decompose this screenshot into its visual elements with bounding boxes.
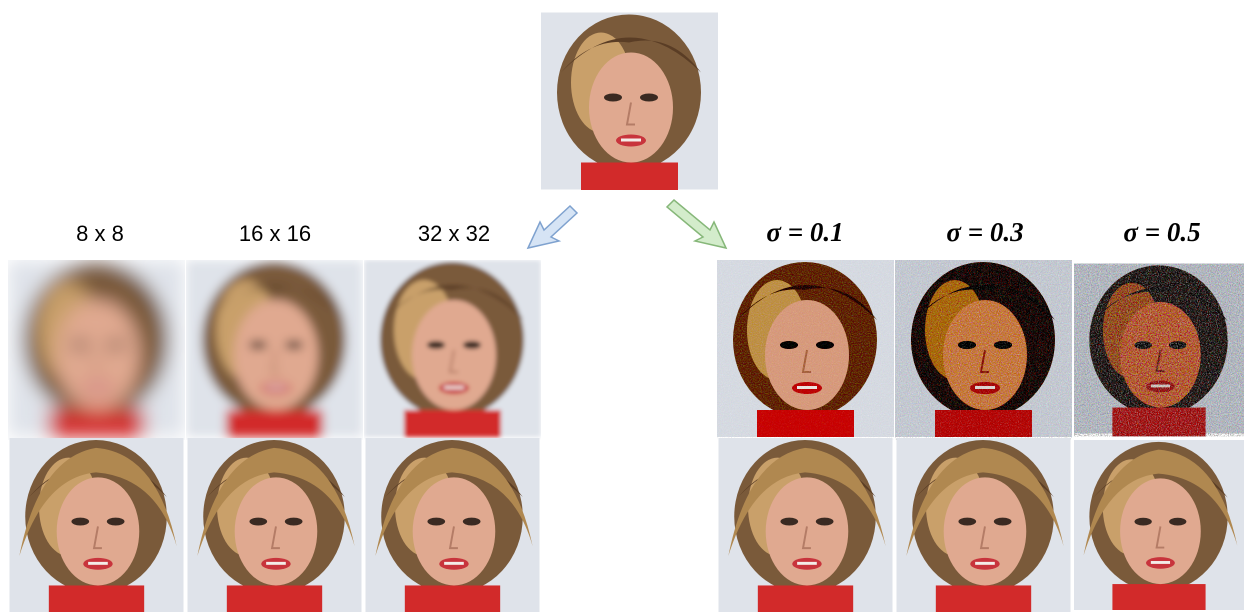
arrow-left <box>528 206 577 248</box>
label: σ = 0.3 <box>946 217 1023 247</box>
label: 16 x 16 <box>239 221 311 246</box>
output-image <box>897 438 1071 612</box>
label: σ = 0.5 <box>1123 217 1200 247</box>
output-image <box>188 438 362 612</box>
figure: 8 x 8 16 x 16 32 x 32 σ = 0.1 σ = 0.3 σ … <box>0 0 1244 612</box>
input-image <box>364 260 541 440</box>
label: σ = 0.1 <box>766 217 843 247</box>
page: 8 x 8 16 x 16 32 x 32 σ = 0.1 σ = 0.3 σ … <box>0 0 1244 612</box>
input-image <box>895 260 1072 440</box>
output-image <box>1074 440 1244 612</box>
label: 8 x 8 <box>76 221 124 246</box>
input-image <box>186 260 363 440</box>
label: 32 x 32 <box>418 221 490 246</box>
input-image <box>8 260 185 440</box>
output-image <box>366 438 540 612</box>
output-image <box>719 438 893 612</box>
arrow-right <box>667 200 726 248</box>
input-image <box>717 260 894 440</box>
source-image <box>541 13 718 193</box>
input-image <box>1074 264 1244 437</box>
output-image <box>10 438 184 612</box>
